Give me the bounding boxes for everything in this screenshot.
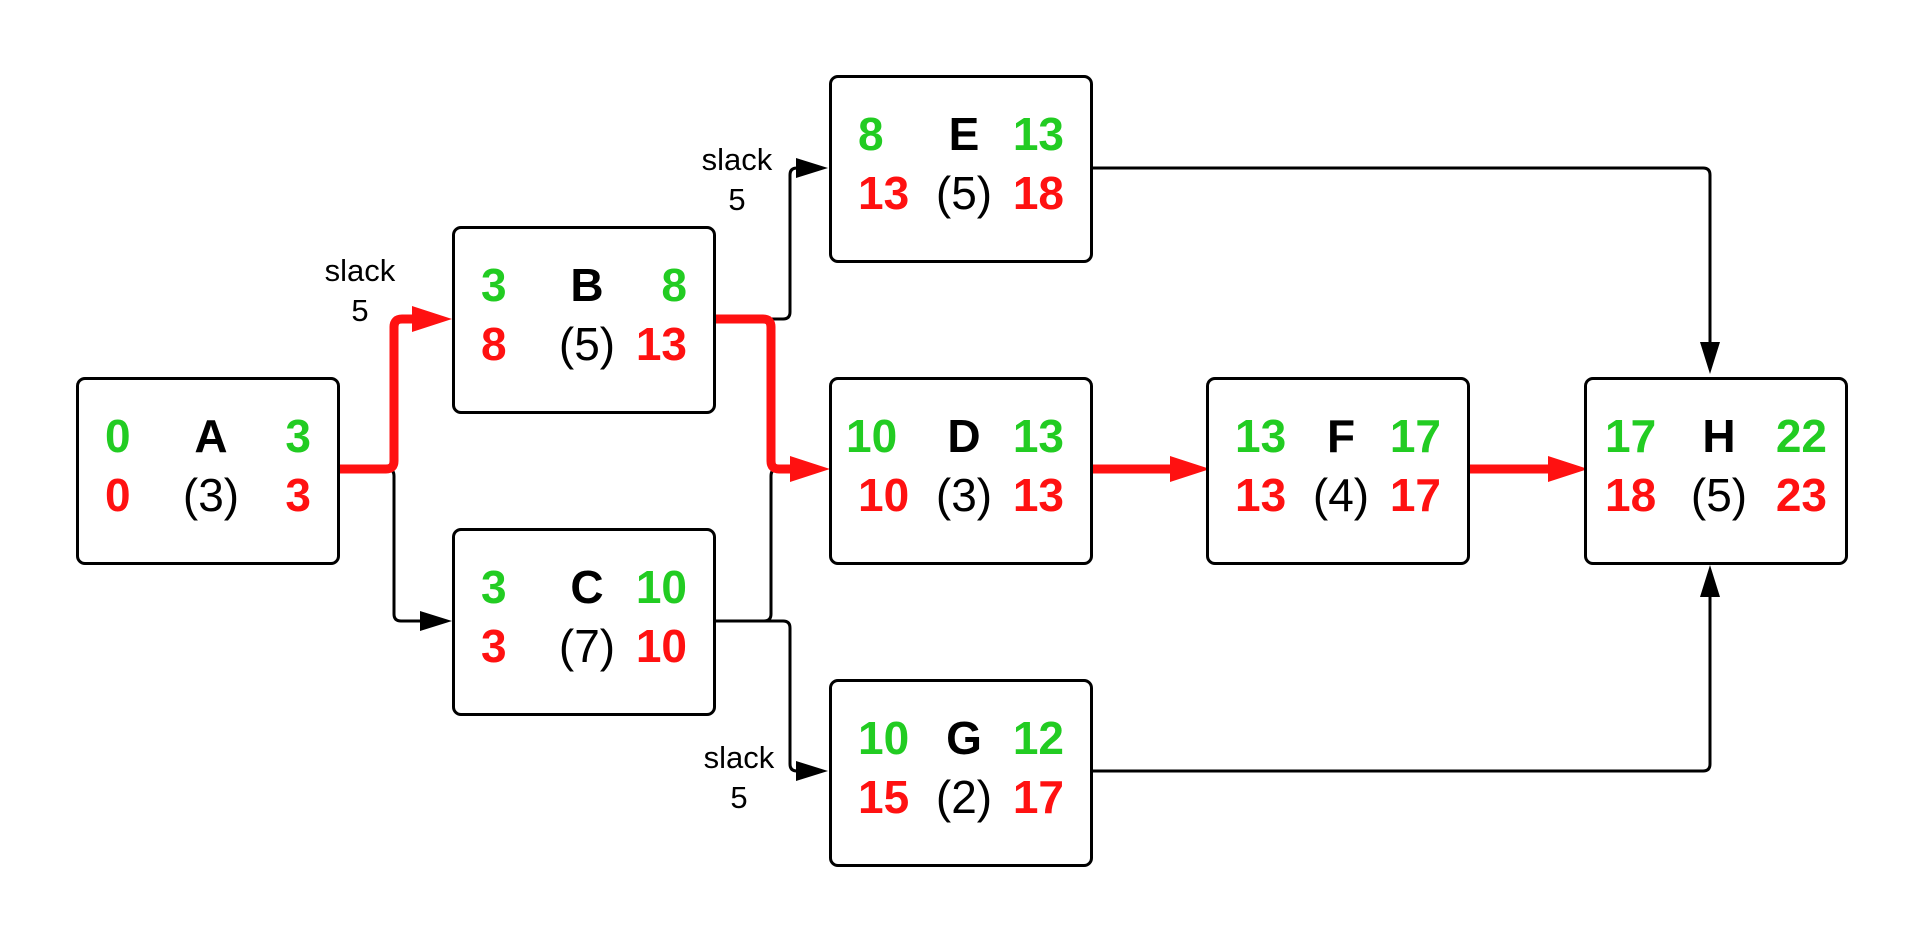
- node-d: 10 D 13 10 (3) 13: [829, 377, 1093, 565]
- node-e-late-start: 13: [858, 167, 910, 219]
- arrowhead-a-b: [412, 306, 452, 332]
- node-c-duration: (7): [558, 620, 616, 672]
- node-f: 13 F 17 13 (4) 17: [1206, 377, 1470, 565]
- arrowhead-f-h: [1548, 456, 1588, 482]
- node-e: 8 E 13 13 (5) 18: [829, 75, 1093, 263]
- slack-label-a-b: slack 5: [310, 251, 410, 331]
- node-f-duration: (4): [1312, 469, 1370, 521]
- node-h-late-start: 18: [1605, 469, 1657, 521]
- node-a: 0 A 3 0 (3) 3: [76, 377, 340, 565]
- edge-b-e: [714, 166, 798, 321]
- slack-label-c-g: slack 5: [689, 738, 789, 818]
- node-e-duration: (5): [935, 167, 993, 219]
- arrowhead-b-d: [790, 456, 830, 482]
- arrowhead-b-e: [796, 158, 828, 178]
- node-h-early-finish: 22: [1775, 410, 1827, 462]
- node-h: 17 H 22 18 (5) 23: [1584, 377, 1848, 565]
- node-g-late-start: 15: [858, 771, 910, 823]
- node-g: 10 G 12 15 (2) 17: [829, 679, 1093, 867]
- node-b-late-start: 8: [481, 318, 507, 370]
- node-e-early-finish: 13: [1012, 108, 1064, 160]
- node-g-late-finish: 17: [1012, 771, 1064, 823]
- node-e-early-start: 8: [858, 108, 884, 160]
- edge-a-b: [337, 314, 414, 474]
- node-b-late-finish: 13: [635, 318, 687, 370]
- node-g-duration: (2): [935, 771, 993, 823]
- slack-value: 5: [730, 780, 748, 815]
- node-c-late-finish: 10: [635, 620, 687, 672]
- node-b-duration: (5): [558, 318, 616, 370]
- arrowhead-a-c: [420, 611, 452, 631]
- node-h-late-finish: 23: [1775, 469, 1827, 521]
- node-a-early-start: 0: [105, 410, 131, 462]
- arrowhead-c-g: [796, 761, 828, 781]
- arrowhead-d-f: [1170, 456, 1210, 482]
- slack-word: slack: [703, 740, 775, 775]
- edge-g-h: [1091, 597, 1712, 773]
- node-f-early-finish: 17: [1389, 410, 1441, 462]
- edge-b-d: [714, 314, 792, 474]
- node-a-duration: (3): [182, 469, 240, 521]
- node-f-late-start: 13: [1235, 469, 1287, 521]
- node-f-late-finish: 17: [1389, 469, 1441, 521]
- node-c: 3 C 10 3 (7) 10: [452, 528, 716, 716]
- node-a-label: A: [194, 410, 228, 462]
- node-g-early-start: 10: [858, 712, 910, 764]
- node-f-label: F: [1326, 410, 1356, 462]
- node-b-label: B: [570, 259, 604, 311]
- node-a-early-finish: 3: [285, 410, 311, 462]
- edge-c-g: [714, 619, 798, 773]
- slack-word: slack: [701, 142, 773, 177]
- arrowhead-e-h: [1700, 342, 1720, 374]
- node-a-late-start: 0: [105, 469, 131, 521]
- node-h-label: H: [1702, 410, 1736, 462]
- node-d-late-finish: 13: [1012, 469, 1064, 521]
- node-b: 3 B 8 8 (5) 13: [452, 226, 716, 414]
- arrowhead-g-h: [1700, 565, 1720, 597]
- node-g-early-finish: 12: [1012, 712, 1064, 764]
- edge-c-d: [714, 467, 779, 623]
- edge-a-c: [337, 467, 420, 623]
- slack-value: 5: [351, 293, 369, 328]
- node-a-late-finish: 3: [285, 469, 311, 521]
- slack-label-b-e: slack 5: [687, 140, 787, 220]
- slack-value: 5: [728, 182, 746, 217]
- node-e-label: E: [948, 108, 980, 160]
- node-g-label: G: [946, 712, 982, 764]
- node-h-early-start: 17: [1605, 410, 1657, 462]
- node-d-early-finish: 13: [1012, 410, 1064, 462]
- slack-word: slack: [324, 253, 396, 288]
- node-d-early-start: 10: [846, 410, 898, 462]
- node-f-early-start: 13: [1235, 410, 1287, 462]
- edge-e-h: [1091, 166, 1712, 342]
- node-d-late-start: 10: [858, 469, 910, 521]
- node-b-early-finish: 8: [661, 259, 687, 311]
- node-c-early-finish: 10: [635, 561, 687, 613]
- node-b-early-start: 3: [481, 259, 507, 311]
- node-c-label: C: [570, 561, 604, 613]
- node-c-early-start: 3: [481, 561, 507, 613]
- node-c-late-start: 3: [481, 620, 507, 672]
- node-e-late-finish: 18: [1012, 167, 1064, 219]
- node-d-label: D: [947, 410, 981, 462]
- node-d-duration: (3): [935, 469, 993, 521]
- node-h-duration: (5): [1690, 469, 1748, 521]
